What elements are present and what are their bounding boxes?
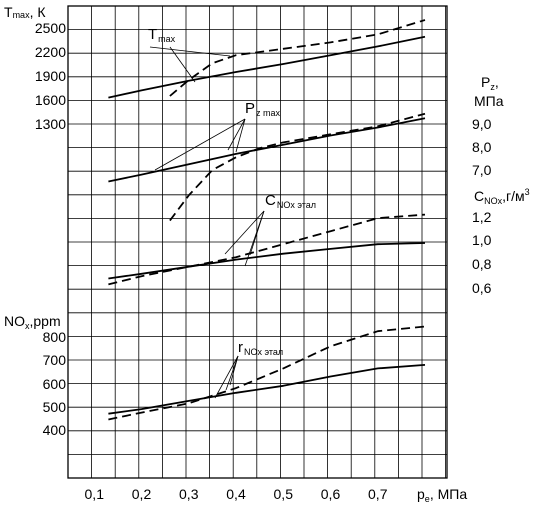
t-tick-label: 1600 [35, 92, 66, 108]
annotation-leader-line [235, 118, 246, 153]
annotation-leader-line [214, 355, 239, 399]
y-axis-title-tmax: Tmax, К [4, 4, 46, 20]
series-pz-solid [108, 117, 426, 183]
y-axis-title-pz-unit: МПа [474, 93, 504, 109]
c-tick-label: 0,6 [472, 280, 492, 296]
y-axis-title-pz-unit-label_line2: МПа [474, 93, 504, 109]
nox-tick-label: 700 [43, 352, 67, 368]
pz-tick-label: 9,0 [472, 116, 492, 132]
t-tick-label: 2500 [35, 20, 66, 36]
y-axis-title-cnox-label_sub: NOx [484, 196, 503, 206]
y-axis-title-pz-label_sub: z [490, 82, 495, 92]
curve-label-main: P [245, 100, 255, 117]
x-tick-label: 0,5 [274, 486, 294, 502]
x-tick-label: 0,1 [85, 486, 105, 502]
curve-label-t: Tmax [148, 26, 176, 44]
x-tick-label: 0,7 [368, 486, 388, 502]
curve-label-subscript: NOx этал [277, 200, 316, 210]
annotation-leader-line [229, 355, 239, 386]
y-axis-title-tmax-label_unit: , К [30, 4, 47, 20]
x-axis-title-label_sub: e [425, 494, 430, 504]
nox-tick-label: 600 [43, 376, 67, 392]
annotation-leader-line [227, 118, 246, 151]
x-tick-label: 0,3 [179, 486, 199, 502]
y-axis-title-tmax-label_sub: max [13, 10, 31, 20]
pz-tick-label: 7,0 [472, 162, 492, 178]
curve-label-subscript: NOx этал [244, 347, 283, 357]
annotation-leader-line [169, 46, 196, 83]
y-axis-title-cnox-label_main: C [474, 188, 484, 204]
y-axis-title-nox-label_sub: x [25, 321, 30, 331]
annotation-leader-line [154, 118, 246, 171]
x-tick-label: 0,4 [226, 486, 246, 502]
t-tick-label: 1900 [35, 68, 66, 84]
nox-tick-label: 500 [43, 399, 67, 415]
curve-label-main: C [265, 192, 276, 209]
series-c-solid [108, 242, 426, 280]
t-tick-label: 1300 [35, 116, 66, 132]
series-lines [108, 19, 426, 421]
c-tick-label: 1,0 [472, 232, 492, 248]
y-axis-title-nox: NOx,ppm [4, 313, 61, 331]
series-nox-dashed [108, 325, 426, 421]
x-axis-title-label_unit: , МПа [430, 486, 468, 502]
x-tick-label: 0,6 [321, 486, 341, 502]
grid [68, 6, 447, 478]
y-axis-title-pz: Pz, [481, 74, 499, 92]
y-axis-title-pz-label_unit: , [495, 74, 499, 90]
curve-label-main: r [238, 339, 243, 356]
curve-label-pz: Pz max [245, 100, 281, 118]
y-axis-title-pz-label_main: P [481, 74, 490, 90]
c-tick-label: 1,2 [472, 209, 492, 225]
nox-tick-label: 800 [43, 329, 67, 345]
annotation-leader-line [225, 355, 239, 391]
curve-label-subscript: z max [256, 108, 281, 118]
y-axis-title-tmax-label_main: T [4, 4, 13, 20]
plot-frame [67, 5, 448, 479]
y-axis-title-nox-label_main: NO [4, 313, 25, 329]
curve-label-main: T [148, 26, 157, 43]
pz-tick-label: 8,0 [472, 139, 492, 155]
x-tick-label: 0,2 [132, 486, 152, 502]
series-t-dashed [169, 19, 426, 97]
tick-labels: 0,1 0,2 0,3 0,4 0,5 0,6 0,7 2500 2200 1900 1600 130… [35, 20, 492, 502]
series-c-dashed [108, 213, 426, 286]
curve-label-nox: rNOx этал [238, 339, 283, 357]
x-axis-title: pe, МПа [417, 486, 467, 504]
plot-border [67, 5, 448, 479]
y-axis-title-cnox-label_sup: 3 [525, 187, 530, 197]
c-tick-label: 0,8 [472, 256, 492, 272]
y-axis-title-nox-label_unit: ,ppm [30, 313, 61, 329]
y-axis-title-cnox: CNOx,г/м3 [474, 187, 530, 206]
y-axis-title-cnox-label_unit: ,г/м [502, 188, 525, 204]
t-tick-label: 2200 [35, 44, 66, 60]
series-nox-solid [108, 364, 426, 415]
series-t-solid [108, 35, 426, 99]
series-pz-dashed [169, 112, 426, 222]
annotation-leader-line [249, 210, 265, 256]
curve-label-subscript: max [158, 34, 176, 44]
annotation-leader-line [149, 46, 231, 57]
annotation-leader-line [224, 210, 265, 255]
curve-label-c: CNOx этал [265, 192, 316, 210]
x-axis-title-label_main: p [417, 486, 425, 502]
nox-tick-label: 400 [43, 422, 67, 438]
